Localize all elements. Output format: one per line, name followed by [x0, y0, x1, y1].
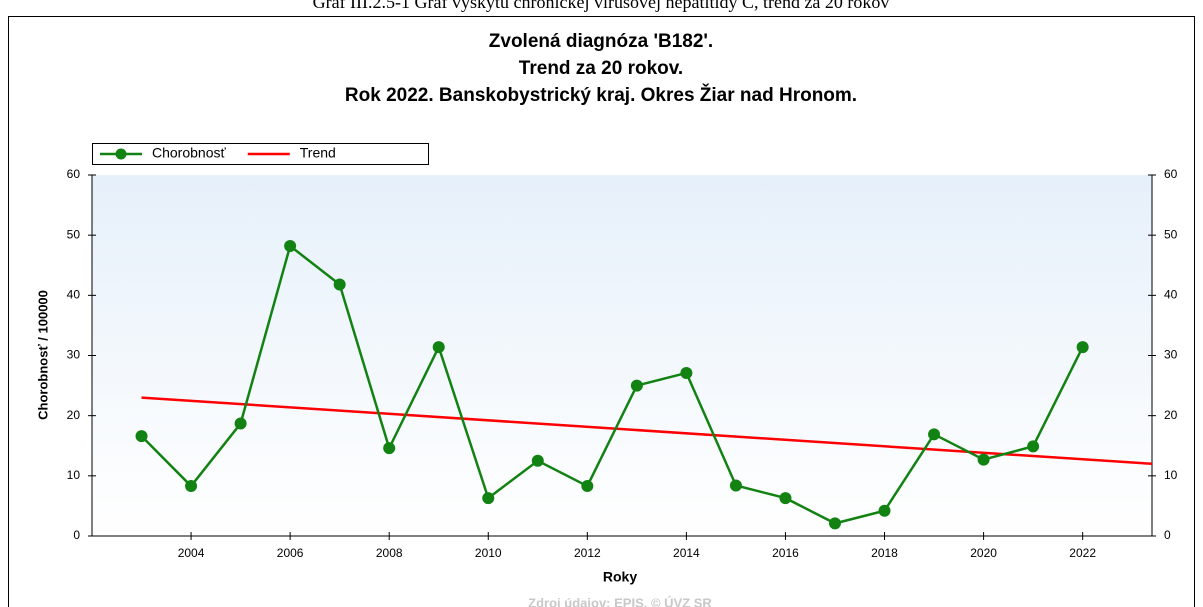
series-line [140, 243, 1084, 525]
y2-tick-label: 20 [1164, 408, 1178, 422]
x-tick-label: 2004 [178, 546, 205, 560]
x-tick-label: 2018 [871, 546, 898, 560]
data-point [630, 379, 643, 392]
data-point [531, 454, 544, 467]
y-tick-label: 10 [67, 468, 81, 482]
data-point [779, 492, 792, 505]
y2-tick-label: 30 [1164, 348, 1178, 362]
x-axis-label: Roky [603, 569, 637, 585]
data-point [284, 239, 297, 252]
data-point [185, 480, 198, 493]
plot-area [92, 175, 1152, 536]
caption: Graf III.2.5-1 Graf výskytu chronickej v… [313, 0, 890, 12]
x-tick-label: 2014 [673, 546, 700, 560]
y-tick-label: 30 [67, 348, 81, 362]
x-tick-label: 2016 [772, 546, 799, 560]
x-tick-label: 2020 [970, 546, 997, 560]
y-tick-label: 40 [67, 288, 81, 302]
x-tick-label: 2008 [376, 546, 403, 560]
y2-tick-label: 0 [1164, 528, 1171, 542]
data-point [432, 341, 445, 354]
y-tick-label: 50 [67, 227, 81, 241]
y-tick-label: 60 [67, 167, 81, 181]
data-point [977, 453, 990, 466]
x-tick-label: 2010 [475, 546, 502, 560]
data-point [234, 417, 247, 430]
y-tick-label: 20 [67, 408, 81, 422]
data-point [135, 430, 148, 443]
y-axis-label: Chorobnosť / 100000 [35, 290, 50, 420]
footer: Zdroj údajov: EPIS, © ÚVZ SR [528, 595, 712, 607]
legend-label: Trend [300, 145, 336, 161]
y2-tick-label: 50 [1164, 227, 1178, 241]
chart-title: Rok 2022. Banskobystrický kraj. Okres Ži… [345, 84, 857, 106]
x-tick-label: 2022 [1069, 546, 1096, 560]
chart-title: Trend za 20 rokov. [519, 58, 683, 79]
data-point [383, 442, 396, 455]
legend-label: Chorobnosť [152, 145, 226, 161]
data-point [680, 366, 693, 379]
series-line [141, 396, 1153, 466]
x-tick-label: 2006 [277, 546, 304, 560]
data-point [581, 480, 594, 493]
data-point [1076, 341, 1089, 354]
data-point [482, 492, 495, 505]
data-point [878, 504, 891, 517]
legend-marker [115, 148, 127, 160]
data-point [828, 517, 841, 530]
y2-tick-label: 40 [1164, 288, 1178, 302]
data-point [928, 428, 941, 441]
y2-tick-label: 60 [1164, 167, 1178, 181]
y-tick-label: 0 [73, 528, 80, 542]
data-point [333, 278, 346, 291]
data-point [1027, 440, 1040, 453]
y2-tick-label: 10 [1164, 468, 1178, 482]
data-point [729, 479, 742, 492]
x-tick-label: 2012 [574, 546, 601, 560]
chart-title: Zvolená diagnóza 'B182'. [489, 31, 713, 52]
